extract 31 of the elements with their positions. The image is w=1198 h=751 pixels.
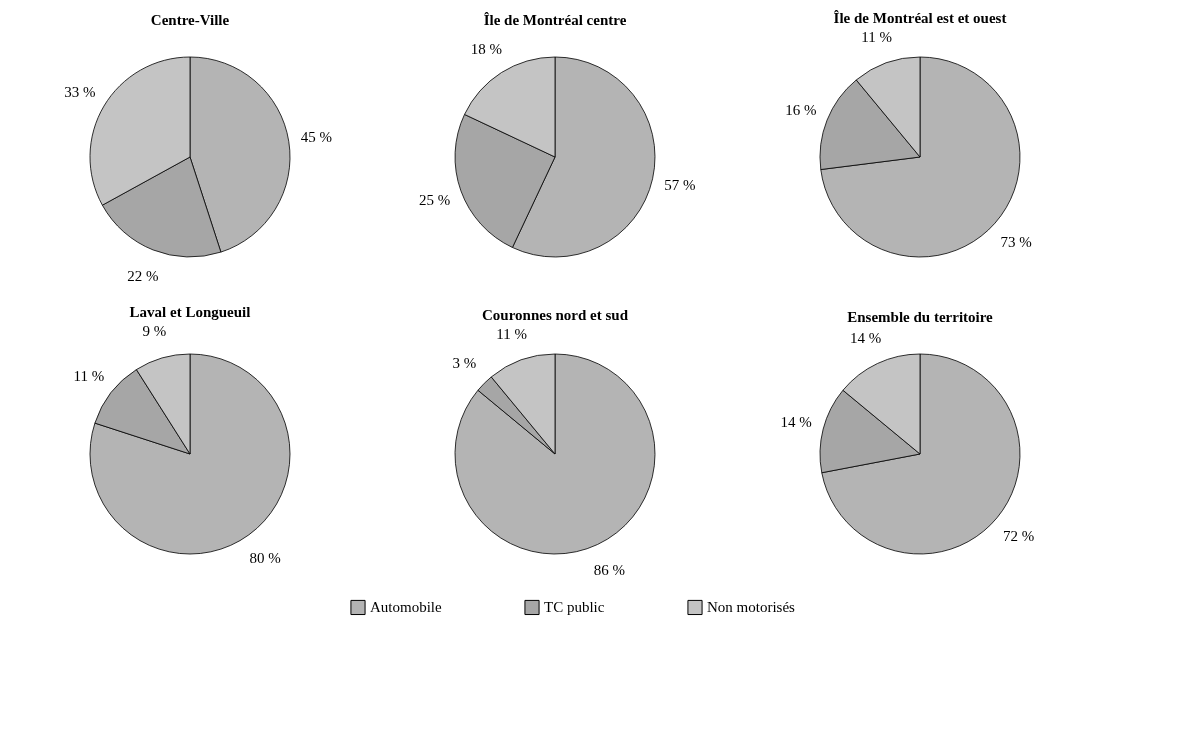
pie-slice: [454, 353, 656, 555]
pie-slice: [821, 353, 1021, 555]
pie-slice: [820, 56, 1021, 258]
data-label: 14 %: [780, 414, 812, 431]
data-label: 86 %: [593, 561, 626, 578]
legend-label: Automobile: [370, 599, 442, 616]
data-label: 14 %: [849, 330, 882, 347]
chart-title: Centre-Ville: [150, 12, 230, 28]
data-label: 11 %: [73, 367, 105, 384]
data-label: 16 %: [785, 101, 817, 118]
data-label: 72 %: [1003, 527, 1035, 544]
data-label: 80 %: [249, 549, 281, 566]
data-label: 45 %: [300, 128, 333, 145]
chart-title: Couronnes nord et sud: [481, 306, 629, 323]
legend-label: Non motorisés: [707, 599, 796, 616]
chart-title: Ensemble du territoire: [847, 309, 994, 325]
data-label: 11 %: [496, 325, 527, 342]
data-label: 22 %: [127, 268, 159, 285]
chart-title: Laval et Longueuil: [129, 304, 251, 321]
data-label: 57 %: [664, 176, 696, 193]
data-label: 25 %: [418, 192, 451, 209]
legend-label: TC public: [544, 599, 605, 616]
chart-title: Île de Montréal centre: [483, 12, 627, 28]
pie-slice: [89, 353, 291, 555]
data-label: 11 %: [861, 28, 892, 45]
data-label: 73 %: [1000, 233, 1032, 250]
data-label: 3 %: [452, 355, 477, 372]
data-label: 18 %: [470, 40, 503, 57]
data-label: 33 %: [64, 83, 96, 100]
data-label: 9 %: [142, 323, 167, 340]
chart-title: Île de Montréal est et ouest: [833, 9, 1007, 26]
